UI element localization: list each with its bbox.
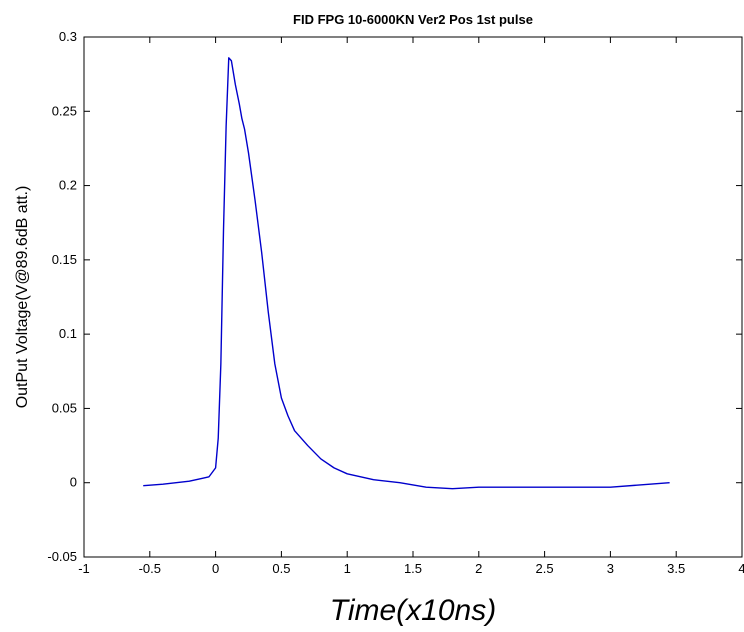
x-axis: -1 -0.5 0 0.5 1 1.5 2 2.5 3 3.5 4	[78, 37, 744, 576]
y-tick-label: 0.15	[52, 252, 77, 267]
x-tick-label: 1	[344, 561, 351, 576]
x-tick-label: 3	[607, 561, 614, 576]
y-axis-label: OutPut Voltage(V@89.6dB att.)	[14, 186, 31, 409]
x-tick-label: 2	[475, 561, 482, 576]
y-tick-label: -0.05	[47, 549, 77, 564]
y-tick-label: 0.2	[59, 178, 77, 193]
x-tick-label: 0.5	[272, 561, 290, 576]
y-tick-label: 0.3	[59, 29, 77, 44]
y-axis: -0.05 0 0.05 0.1 0.15 0.2 0.25 0.3	[47, 29, 742, 564]
x-tick-label: 1.5	[404, 561, 422, 576]
y-tick-label: 0.1	[59, 326, 77, 341]
plot-area	[83, 36, 743, 558]
x-tick-label: 2.5	[536, 561, 554, 576]
series-layer	[143, 57, 670, 490]
x-tick-label: 4	[738, 561, 744, 576]
x-tick-label: 0	[212, 561, 219, 576]
y-tick-label: 0.05	[52, 400, 77, 415]
series-line	[143, 57, 670, 490]
chart-title: FID FPG 10-6000KN Ver2 Pos 1st pulse	[293, 12, 533, 27]
x-tick-label: -1	[78, 561, 90, 576]
x-tick-label: 3.5	[667, 561, 685, 576]
y-tick-label: 0.25	[52, 103, 77, 118]
x-axis-label: Time(x10ns)	[330, 594, 496, 627]
x-tick-label: -0.5	[139, 561, 161, 576]
y-tick-label: 0	[70, 475, 77, 490]
